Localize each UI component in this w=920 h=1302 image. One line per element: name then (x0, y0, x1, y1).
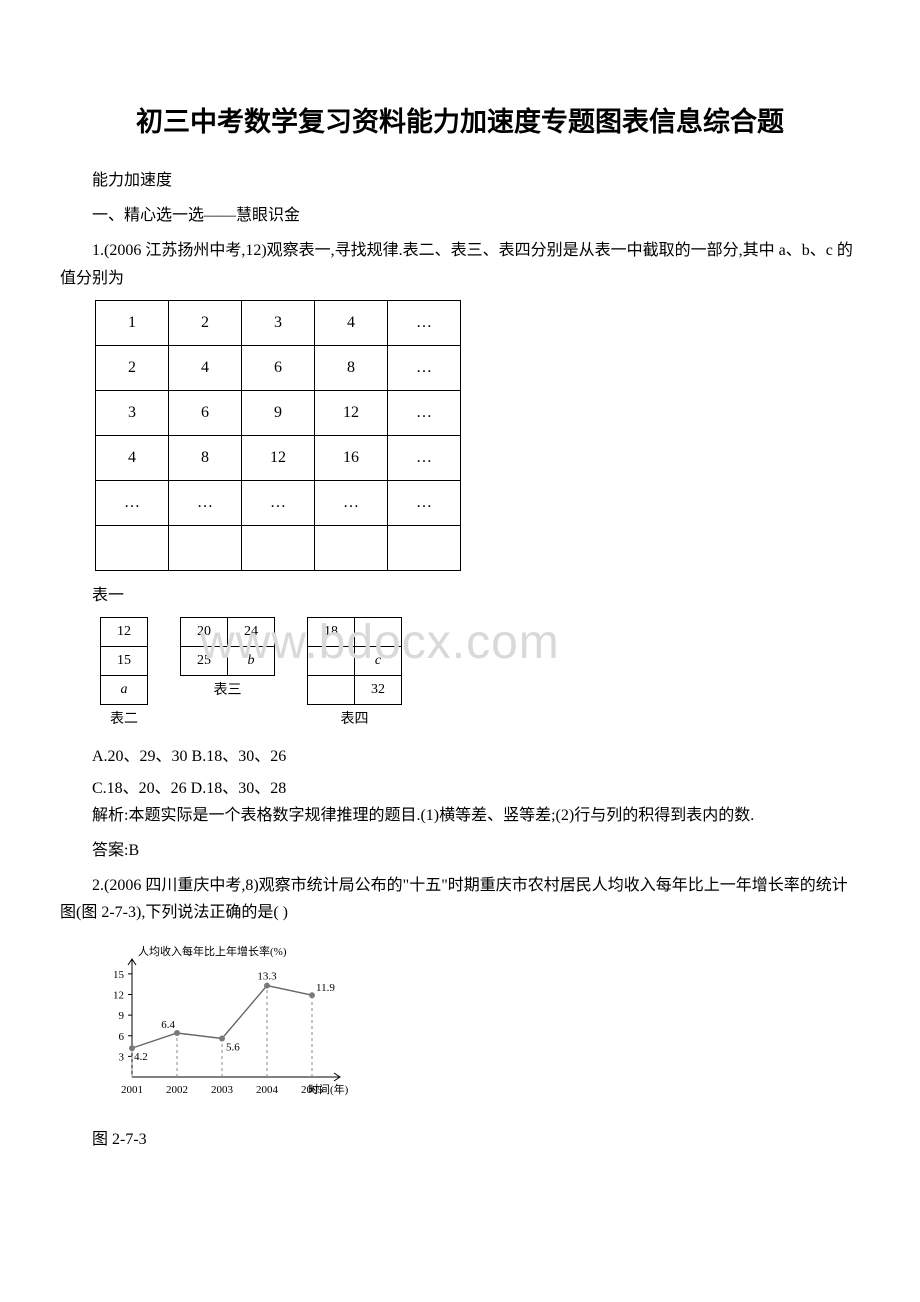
table-cell: 2 (169, 300, 242, 345)
question-1-stem: 1.(2006 江苏扬州中考,12)观察表一,寻找规律.表二、表三、表四分别是从… (60, 237, 860, 291)
table-cell: 4 (315, 300, 388, 345)
table-cell: 1 (96, 300, 169, 345)
section-heading-1: 一、精心选一选——慧眼识金 (60, 202, 860, 229)
svg-text:2003: 2003 (211, 1084, 234, 1096)
subtables-row: 1215a 表二 202425b 表三 18c32 表四 (100, 617, 860, 728)
table-cell: 4 (169, 345, 242, 390)
svg-text:2002: 2002 (166, 1084, 188, 1096)
table-cell: … (388, 480, 461, 525)
table-cell: 15 (101, 646, 148, 675)
q1-options-cd: C.18、20、26 D.18、30、28 (60, 774, 860, 798)
table-cell: a (101, 675, 148, 704)
line-chart-svg: 人均收入每年比上年增长率(%)时间(年)36912152001200220032… (92, 937, 372, 1112)
table-cell: 3 (96, 390, 169, 435)
table-cell: … (388, 345, 461, 390)
table-cell (388, 525, 461, 570)
table-cell: b (228, 646, 275, 675)
table-cell: 4 (96, 435, 169, 480)
table-cell: 3 (242, 300, 315, 345)
q1-answer: 答案:B (60, 837, 860, 864)
table-cell: 20 (181, 617, 228, 646)
svg-text:9: 9 (119, 1010, 125, 1022)
svg-text:11.9: 11.9 (316, 982, 335, 994)
table-cell: c (355, 646, 402, 675)
table-2-group: 1215a 表二 (100, 617, 148, 728)
q1-explanation: 解析:本题实际是一个表格数字规律推理的题目.(1)横等差、竖等差;(2)行与列的… (60, 802, 860, 829)
table-cell: 2 (96, 345, 169, 390)
table-3-group: 202425b 表三 (180, 617, 275, 699)
svg-text:人均收入每年比上年增长率(%): 人均收入每年比上年增长率(%) (138, 944, 287, 958)
doc-title: 初三中考数学复习资料能力加速度专题图表信息综合题 (60, 100, 860, 139)
table-3: 202425b (180, 617, 275, 676)
figure-caption: 图 2-7-3 (60, 1126, 860, 1153)
table-cell: 32 (355, 675, 402, 704)
svg-text:15: 15 (113, 968, 125, 980)
table-cell: 12 (101, 617, 148, 646)
table-cell: … (315, 480, 388, 525)
table-cell: 18 (308, 617, 355, 646)
table-cell (242, 525, 315, 570)
table-cell (355, 617, 402, 646)
table-cell: 8 (169, 435, 242, 480)
table-cell (169, 525, 242, 570)
table-cell: … (388, 390, 461, 435)
svg-text:3: 3 (119, 1051, 125, 1063)
table-cell: 6 (242, 345, 315, 390)
svg-text:4.2: 4.2 (134, 1051, 148, 1063)
table-2: 1215a (100, 617, 148, 705)
table-cell: … (169, 480, 242, 525)
svg-text:2001: 2001 (121, 1084, 143, 1096)
table-cell: 8 (315, 345, 388, 390)
svg-text:6: 6 (119, 1030, 125, 1042)
table-cell: 12 (315, 390, 388, 435)
table-2-caption: 表二 (100, 708, 148, 728)
table-4: 18c32 (307, 617, 402, 705)
table-cell: 16 (315, 435, 388, 480)
table-cell: 24 (228, 617, 275, 646)
table-1: 1234…2468…36912…481216……………… (95, 300, 461, 571)
table-4-group: 18c32 表四 (307, 617, 402, 728)
table-cell (308, 646, 355, 675)
svg-text:13.3: 13.3 (257, 970, 277, 982)
table-cell (308, 675, 355, 704)
svg-text:2004: 2004 (256, 1084, 279, 1096)
table-cell: 25 (181, 646, 228, 675)
table-cell: 9 (242, 390, 315, 435)
table-4-caption: 表四 (307, 708, 402, 728)
table-cell: … (96, 480, 169, 525)
table-cell: … (242, 480, 315, 525)
table-cell (96, 525, 169, 570)
table-3-caption: 表三 (180, 679, 275, 699)
q1-options-ab: A.20、29、30 B.18、30、26 (60, 742, 860, 766)
table-cell: … (388, 300, 461, 345)
svg-text:2005: 2005 (301, 1084, 324, 1096)
table-cell (315, 525, 388, 570)
chart-2-7-3: 人均收入每年比上年增长率(%)时间(年)36912152001200220032… (92, 937, 372, 1112)
svg-text:12: 12 (113, 989, 124, 1001)
question-2-stem: 2.(2006 四川重庆中考,8)观察市统计局公布的"十五"时期重庆市农村居民人… (60, 872, 860, 926)
paragraph-intro: 能力加速度 (60, 167, 860, 194)
svg-text:5.6: 5.6 (226, 1041, 240, 1053)
table-cell: 12 (242, 435, 315, 480)
table-cell: 6 (169, 390, 242, 435)
table-cell: … (388, 435, 461, 480)
svg-text:6.4: 6.4 (161, 1019, 175, 1031)
table-1-container: 1234…2468…36912…481216……………… (95, 300, 860, 571)
table-1-caption: 表一 (60, 581, 860, 605)
